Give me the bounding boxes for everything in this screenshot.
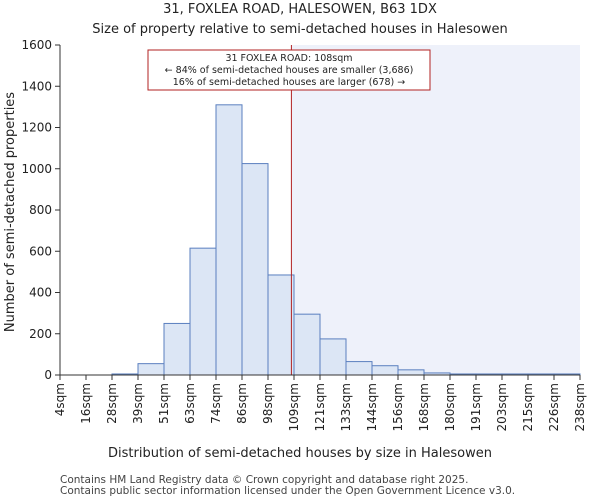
x-tick-label-74sqm: 74sqm	[209, 383, 223, 424]
bar-121sqm	[319, 338, 347, 376]
y-tick-label-400: 400	[29, 286, 52, 300]
bar-63sqm	[189, 247, 217, 376]
plot-area: 0 200 400 600 800 1000 1200 1400 1600 4sqm 16sqm 2…	[21, 38, 587, 431]
annotation-line-2: ← 84% of semi-detached houses are smalle…	[165, 65, 414, 76]
x-tick-label-63sqm: 63sqm	[183, 383, 197, 424]
x-axis-label: Distribution of semi-detached houses by …	[108, 446, 492, 461]
x-tick-label-109sqm: 109sqm	[287, 383, 301, 431]
annotation-box: 31 FOXLEA ROAD: 108sqm ← 84% of semi-det…	[147, 49, 431, 91]
y-tick-label-1000: 1000	[21, 162, 52, 176]
x-tick-label-39sqm: 39sqm	[131, 383, 145, 424]
bar-144sqm	[371, 365, 399, 376]
x-tick-label-168sqm: 168sqm	[417, 383, 431, 431]
x-tick-label-203sqm: 203sqm	[495, 383, 509, 431]
x-tick-label-28sqm: 28sqm	[105, 383, 119, 424]
y-axis-label: Number of semi-detached properties	[3, 92, 18, 332]
bar-51sqm	[163, 322, 191, 376]
chart-subtitle: Size of property relative to semi-detach…	[92, 22, 507, 37]
bar-156sqm	[397, 369, 425, 376]
bar-39sqm	[137, 363, 165, 376]
x-tick-label-156sqm: 156sqm	[391, 383, 405, 431]
x-tick-label-133sqm: 133sqm	[339, 383, 353, 431]
larger-region-shade	[291, 45, 580, 375]
y-tick-label-600: 600	[29, 244, 52, 258]
x-tick-label-215sqm: 215sqm	[521, 383, 535, 431]
y-tick-label-1200: 1200	[21, 121, 52, 135]
bar-74sqm	[215, 104, 243, 376]
y-tick-label-1400: 1400	[21, 79, 52, 93]
x-tick-label-191sqm: 191sqm	[469, 383, 483, 431]
y-ticks: 0 200 400 600 800 1000 1200 1400 1600	[21, 38, 60, 382]
bars	[111, 104, 581, 376]
x-tick-label-144sqm: 144sqm	[365, 383, 379, 431]
bar-133sqm	[345, 361, 373, 376]
x-tick-label-226sqm: 226sqm	[547, 383, 561, 431]
x-tick-label-51sqm: 51sqm	[157, 383, 171, 424]
x-tick-label-4sqm: 4sqm	[53, 383, 67, 416]
footer-line-2: Contains public sector information licen…	[60, 485, 515, 497]
y-tick-label-800: 800	[29, 203, 52, 217]
x-tick-label-98sqm: 98sqm	[261, 383, 275, 424]
y-tick-label-0: 0	[44, 368, 52, 382]
footer-line-1: Contains HM Land Registry data © Crown c…	[60, 474, 468, 486]
annotation-border	[147, 49, 431, 91]
bar-98sqm	[267, 274, 295, 376]
annotation-line-3: 16% of semi-detached houses are larger (…	[173, 77, 406, 88]
chart-title: 31, FOXLEA ROAD, HALESOWEN, B63 1DX	[163, 2, 437, 17]
bar-86sqm	[241, 163, 269, 376]
y-tick-label-1600: 1600	[21, 38, 52, 52]
x-tick-label-180sqm: 180sqm	[443, 383, 457, 431]
x-tick-label-16sqm: 16sqm	[79, 383, 93, 424]
annotation-line-1: 31 FOXLEA ROAD: 108sqm	[225, 53, 352, 64]
x-tick-label-238sqm: 238sqm	[573, 383, 587, 431]
x-tick-label-121sqm: 121sqm	[313, 383, 327, 431]
y-tick-label-200: 200	[29, 327, 52, 341]
x-tick-label-86sqm: 86sqm	[235, 383, 249, 424]
bar-109sqm	[293, 313, 321, 376]
x-ticks: 4sqm 16sqm 28sqm 39sqm 51sqm 63sqm 74sqm 86sqm 9…	[53, 375, 587, 431]
